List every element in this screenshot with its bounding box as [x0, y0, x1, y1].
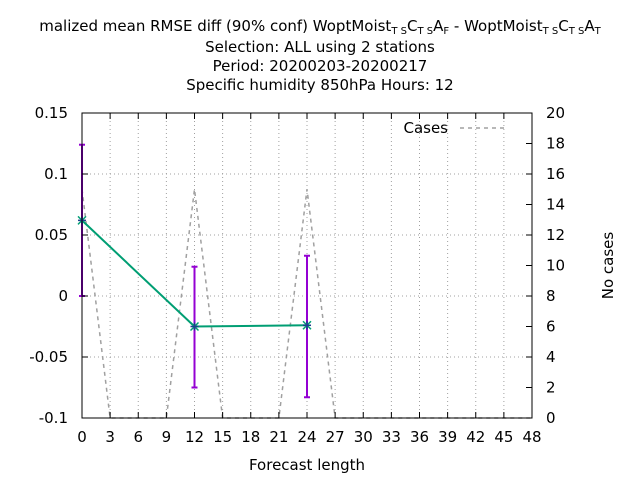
y-left-tick-label: 0.05	[35, 226, 68, 244]
x-tick-label: 15	[213, 428, 232, 446]
y-right-tick-label: 14	[546, 196, 565, 214]
y-right-tick-label: 20	[546, 104, 565, 122]
y-left-tick-label: 0.15	[35, 104, 68, 122]
legend: Cases	[403, 119, 506, 137]
y-right-tick-label: 4	[546, 348, 556, 366]
legend-label-cases: Cases	[403, 119, 448, 137]
x-tick-label: 45	[494, 428, 513, 446]
y-right-tick-label: 2	[546, 379, 556, 397]
rmse-diff-series	[77, 143, 312, 399]
x-tick-label: 48	[522, 428, 541, 446]
chart-title-line3: Period: 20200203-20200217	[212, 57, 428, 75]
data-point	[189, 321, 200, 332]
y-right-tick-label: 16	[546, 165, 565, 183]
y-left-tick-label: 0	[58, 287, 68, 305]
x-tick-label: 12	[185, 428, 204, 446]
y-right-tick-label: 18	[546, 135, 565, 153]
x-tick-label: 36	[410, 428, 429, 446]
y-left-tick-label: -0.1	[39, 409, 68, 427]
y-right-tick-label: 12	[546, 226, 565, 244]
x-tick-label: 18	[241, 428, 260, 446]
x-tick-label: 0	[77, 428, 87, 446]
y-right-tick-label: 6	[546, 318, 556, 336]
y-right-tick-label: 10	[546, 257, 565, 275]
x-tick-label: 42	[466, 428, 485, 446]
chart-title-line2: Selection: ALL using 2 stations	[205, 38, 435, 56]
y-left-tick-label: 0.1	[44, 165, 68, 183]
x-axis-label: Forecast length	[249, 456, 365, 474]
axis-ticks: 0 3 6 9 12 15 18 21 24 27 30 33 36 39 42 45 480.150.10.0…	[29, 104, 565, 446]
x-tick-label: 24	[297, 428, 316, 446]
x-tick-label: 21	[269, 428, 288, 446]
chart-title-line1: malized mean RMSE diff (90% conf) WoptMo…	[39, 17, 601, 37]
y-right-tick-label: 8	[546, 287, 556, 305]
x-tick-label: 39	[438, 428, 457, 446]
x-tick-label: 27	[326, 428, 345, 446]
data-point	[302, 320, 312, 330]
x-tick-label: 33	[382, 428, 401, 446]
x-tick-label: 3	[105, 428, 115, 446]
x-tick-label: 9	[162, 428, 172, 446]
right-axis-label: No cases	[599, 232, 617, 300]
y-right-tick-label: 0	[546, 409, 556, 427]
x-tick-label: 30	[354, 428, 373, 446]
x-tick-label: 6	[133, 428, 143, 446]
chart-title-line4: Specific humidity 850hPa Hours: 12	[186, 76, 454, 94]
y-left-tick-label: -0.05	[29, 348, 68, 366]
